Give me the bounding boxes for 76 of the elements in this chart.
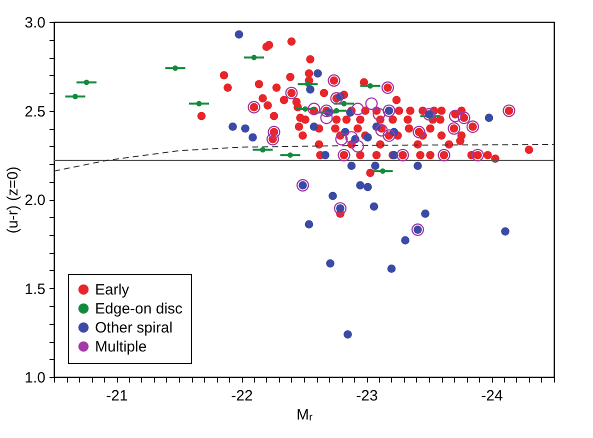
point: [471, 148, 484, 162]
point: [380, 168, 386, 174]
point: [382, 104, 396, 118]
legend-label: Edge-on disc: [95, 300, 184, 318]
point: [314, 69, 322, 78]
point: [411, 223, 424, 236]
point: [320, 104, 333, 118]
point: [310, 122, 318, 131]
point: [306, 85, 314, 94]
point: [372, 108, 386, 121]
line-series: [54, 144, 554, 172]
point: [326, 259, 334, 268]
point: [251, 54, 257, 60]
point: [260, 147, 266, 153]
point: [234, 30, 244, 39]
point: [421, 210, 430, 218]
point: [344, 330, 352, 339]
point: [356, 181, 364, 190]
point: [334, 202, 347, 215]
point: [381, 81, 394, 94]
point: [375, 124, 388, 137]
x-tick-label: -24: [481, 388, 503, 404]
point: [422, 108, 436, 121]
point: [84, 80, 90, 86]
point: [371, 162, 380, 170]
point: [387, 264, 396, 273]
point: [345, 131, 358, 144]
x-tick-label: -23: [356, 388, 378, 404]
point: [501, 227, 510, 236]
point: [321, 150, 330, 160]
point: [335, 132, 348, 146]
point: [351, 140, 364, 153]
point: [330, 92, 343, 105]
point: [296, 179, 310, 192]
x-tick-label: -21: [106, 388, 128, 404]
y-tick-label: 2.5: [24, 103, 46, 120]
point: [502, 104, 516, 118]
point: [72, 94, 78, 100]
point: [466, 120, 480, 134]
point: [334, 108, 340, 114]
point: [304, 220, 314, 229]
point: [248, 100, 260, 114]
point: [266, 132, 280, 146]
point: [241, 124, 250, 133]
point: [364, 133, 372, 142]
point: [320, 112, 333, 124]
point: [172, 65, 178, 71]
y-tick-label: 1.0: [24, 370, 46, 386]
point: [368, 83, 373, 89]
x-axis-title: Mᵣ: [296, 406, 313, 424]
legend-label: Multiple: [95, 338, 147, 356]
point: [396, 148, 410, 162]
point: [248, 133, 257, 142]
y-tick-label: 1.5: [24, 280, 46, 298]
point: [370, 202, 378, 211]
y-axis-title: (u-r) (z=0): [4, 166, 22, 234]
legend-label: Early: [95, 282, 130, 298]
point: [328, 192, 337, 200]
point: [302, 106, 308, 112]
point: [448, 110, 462, 122]
y-tick-label: 3.0: [24, 14, 46, 32]
legend-label: Other spiral: [95, 320, 173, 336]
point: [414, 162, 422, 170]
point: [351, 102, 364, 116]
point: [308, 102, 320, 116]
point: [228, 122, 237, 131]
y-tick-label: 2.0: [24, 192, 46, 209]
point: [347, 162, 356, 170]
x-tick-label: -22: [231, 388, 253, 404]
point: [365, 97, 378, 110]
point: [484, 114, 494, 122]
point: [288, 152, 293, 158]
point: [196, 100, 202, 106]
point: [341, 100, 347, 106]
point: [364, 182, 372, 192]
point: [401, 236, 410, 244]
